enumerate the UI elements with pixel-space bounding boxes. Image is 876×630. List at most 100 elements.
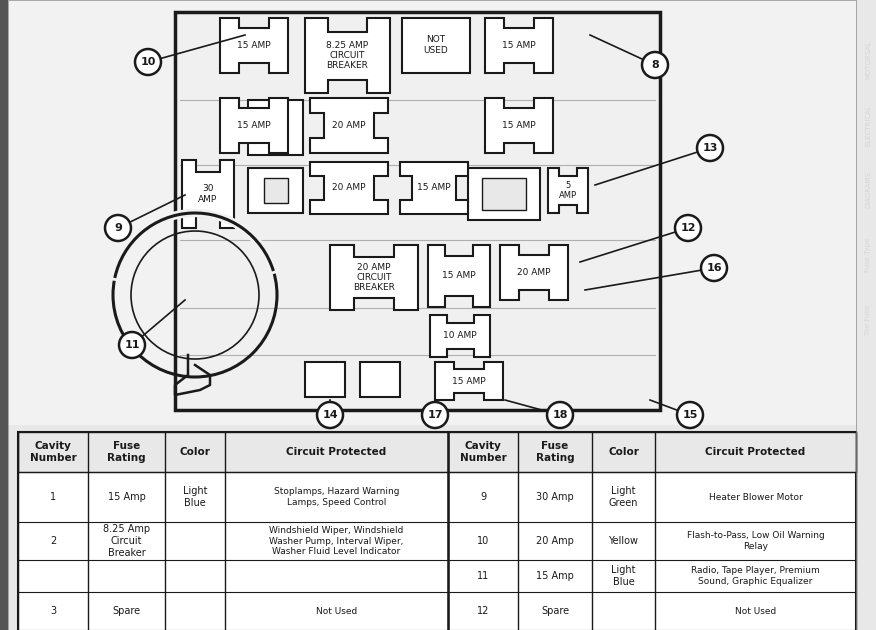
Polygon shape	[330, 245, 418, 310]
Text: Color: Color	[608, 447, 639, 457]
Polygon shape	[305, 18, 390, 93]
Text: Not Used: Not Used	[735, 607, 776, 616]
Text: Circuit Protected: Circuit Protected	[286, 447, 386, 457]
Bar	[18, 432, 856, 630]
Text: 8.25 Amp
Circuit
Breaker: 8.25 Amp Circuit Breaker	[103, 524, 150, 558]
Text: 8.25 AMP
CIRCUIT
BREAKER: 8.25 AMP CIRCUIT BREAKER	[327, 40, 369, 71]
Text: Not Used: Not Used	[316, 607, 357, 616]
Text: 10: 10	[477, 536, 489, 546]
Circle shape	[642, 52, 668, 78]
Bar	[264, 178, 288, 203]
Text: 12: 12	[681, 223, 696, 233]
Text: 10: 10	[140, 57, 156, 67]
Circle shape	[701, 255, 727, 281]
Text: 30 Amp: 30 Amp	[536, 492, 574, 502]
Text: 15 AMP: 15 AMP	[442, 272, 476, 280]
Text: Cavity
Number: Cavity Number	[30, 441, 76, 463]
Bar	[8, 0, 856, 425]
Text: 15 AMP: 15 AMP	[502, 41, 536, 50]
Polygon shape	[500, 245, 568, 300]
Text: 20 AMP: 20 AMP	[517, 268, 551, 277]
Text: NOT
USED: NOT USED	[424, 35, 449, 55]
Text: 14: 14	[322, 410, 338, 420]
Polygon shape	[220, 18, 288, 73]
Text: 15 AMP: 15 AMP	[417, 183, 451, 193]
Bar	[305, 362, 345, 397]
Polygon shape	[428, 245, 490, 307]
Text: 15 AMP: 15 AMP	[237, 121, 271, 130]
Circle shape	[547, 402, 573, 428]
Text: 11: 11	[124, 340, 140, 350]
Text: Flash-to-Pass, Low Oil Warning
Relay: Flash-to-Pass, Low Oil Warning Relay	[687, 531, 824, 551]
Text: Spare: Spare	[112, 606, 140, 616]
Text: 8: 8	[651, 60, 659, 70]
Polygon shape	[485, 98, 553, 153]
Text: ELECTRICAL: ELECTRICAL	[865, 104, 871, 146]
Polygon shape	[182, 160, 234, 228]
Text: 13: 13	[703, 143, 717, 153]
Bar	[175, 12, 660, 410]
Text: 30
AMP: 30 AMP	[198, 185, 217, 203]
Bar	[248, 168, 303, 213]
Text: 20 AMP: 20 AMP	[332, 183, 366, 193]
Polygon shape	[220, 98, 288, 153]
Circle shape	[119, 332, 145, 358]
Text: Light
Green: Light Green	[609, 486, 639, 508]
Text: Fuse
Rating: Fuse Rating	[536, 441, 575, 463]
Bar	[248, 100, 303, 155]
Bar	[360, 362, 400, 397]
Circle shape	[675, 215, 701, 241]
Text: 17: 17	[427, 410, 442, 420]
Polygon shape	[310, 98, 388, 153]
Text: 5
AMP: 5 AMP	[559, 181, 577, 200]
Text: 15 Amp: 15 Amp	[536, 571, 574, 581]
Text: 15 AMP: 15 AMP	[502, 121, 536, 130]
Text: 3: 3	[50, 606, 56, 616]
Text: 11: 11	[477, 571, 489, 581]
Text: DIAGRAMS: DIAGRAMS	[865, 171, 871, 209]
Text: The Fuse: The Fuse	[865, 304, 871, 336]
Text: 16: 16	[706, 263, 722, 273]
Text: MOTORSAL: MOTORSAL	[865, 40, 871, 79]
Polygon shape	[548, 168, 588, 213]
Polygon shape	[310, 162, 388, 214]
Text: Fuse Type: Fuse Type	[865, 238, 871, 272]
Text: 2: 2	[50, 536, 56, 546]
Text: Light
Blue: Light Blue	[183, 486, 208, 508]
Polygon shape	[485, 18, 553, 73]
Text: Fuse
Rating: Fuse Rating	[107, 441, 145, 463]
Text: 12: 12	[477, 606, 489, 616]
Text: 9: 9	[480, 492, 486, 502]
Text: Heater Blower Motor: Heater Blower Motor	[709, 493, 802, 501]
Polygon shape	[400, 162, 468, 214]
Text: 20 AMP
CIRCUIT
BREAKER: 20 AMP CIRCUIT BREAKER	[353, 263, 395, 292]
Bar	[402, 18, 470, 73]
Text: Light
Blue: Light Blue	[611, 565, 636, 587]
Circle shape	[697, 135, 723, 161]
Circle shape	[135, 49, 161, 75]
Bar	[482, 178, 526, 210]
Text: 15 AMP: 15 AMP	[452, 377, 486, 386]
Text: Radio, Tape Player, Premium
Sound, Graphic Equalizer: Radio, Tape Player, Premium Sound, Graph…	[691, 566, 820, 586]
Circle shape	[317, 402, 343, 428]
Text: Circuit Protected: Circuit Protected	[705, 447, 806, 457]
Bar	[0, 0, 8, 630]
Text: Cavity
Number: Cavity Number	[460, 441, 506, 463]
Text: 15 Amp: 15 Amp	[108, 492, 145, 502]
Polygon shape	[435, 362, 503, 400]
Text: 1: 1	[50, 492, 56, 502]
Circle shape	[677, 402, 703, 428]
Text: Spare: Spare	[541, 606, 569, 616]
Text: Windshield Wiper, Windshield
Washer Pump, Interval Wiper,
Washer Fluid Level Ind: Windshield Wiper, Windshield Washer Pump…	[269, 526, 404, 556]
Text: 18: 18	[552, 410, 568, 420]
Text: Stoplamps, Hazard Warning
Lamps, Speed Control: Stoplamps, Hazard Warning Lamps, Speed C…	[273, 487, 399, 507]
Bar	[468, 168, 540, 220]
Text: 15 AMP: 15 AMP	[237, 41, 271, 50]
Text: Color: Color	[180, 447, 210, 457]
Text: 10 AMP: 10 AMP	[443, 331, 477, 340]
Circle shape	[105, 215, 131, 241]
Text: 20 Amp: 20 Amp	[536, 536, 574, 546]
Text: 15: 15	[682, 410, 697, 420]
Text: 20 AMP: 20 AMP	[332, 121, 366, 130]
Text: 9: 9	[114, 223, 122, 233]
